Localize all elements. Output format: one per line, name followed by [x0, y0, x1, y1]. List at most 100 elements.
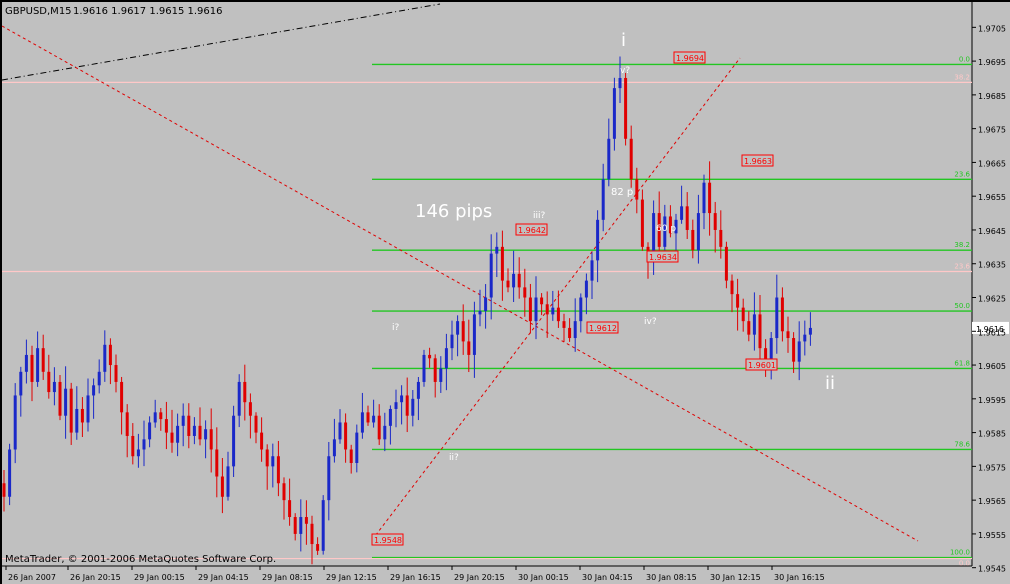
candle-body: [136, 449, 140, 457]
candle-body: [405, 395, 409, 416]
candle-body: [652, 213, 656, 261]
candle-body: [528, 297, 532, 322]
candle-body: [97, 371, 101, 386]
current-price-marker: [972, 321, 1009, 334]
candle-body: [394, 402, 398, 409]
fib-level-label: 50.0: [954, 302, 970, 310]
candle-body: [797, 341, 801, 362]
candle-body: [764, 348, 768, 362]
copyright-text: MetaTrader, © 2001-2006 MetaQuotes Softw…: [5, 554, 276, 565]
y-tick-label: 1.9655: [978, 193, 1006, 202]
current-price-label: 1.9616: [976, 325, 1004, 334]
candle-body: [612, 88, 616, 139]
candle-body: [8, 449, 12, 497]
candle-body: [209, 429, 213, 450]
y-tick-label: 1.9645: [978, 227, 1006, 236]
y-tick-label: 1.9615: [978, 328, 1006, 337]
candle-body: [730, 280, 734, 295]
fib-level-label: 38.2: [954, 241, 970, 249]
candle-body: [332, 439, 336, 457]
candle-body: [719, 229, 723, 247]
black-dashdot-trendline: [1, 3, 441, 81]
candle-body: [696, 213, 700, 251]
x-axis-ticks: 26 Jan 2007 26 Jan 20:15 29 Jan 00:15 29 Ja…: [5, 566, 825, 582]
candle-body: [758, 314, 762, 349]
candle-body: [495, 246, 499, 254]
candle-body: [416, 381, 420, 399]
price-label-text: 1.9642: [518, 226, 546, 235]
candle-body: [265, 449, 269, 467]
candle-body: [181, 415, 185, 426]
y-axis-ticks: 1.9705 1.9695 1.9685 1.9675 1.9665 1.9655 1.96…: [972, 24, 1006, 574]
candle-body: [86, 395, 90, 423]
candle-body: [131, 435, 135, 457]
y-tick-label: 1.9635: [978, 261, 1006, 270]
candle-body: [41, 348, 45, 372]
x-tick-label: 29 Jan 12:15: [326, 573, 377, 582]
x-tick-label: 29 Jan 08:15: [262, 573, 313, 582]
candle-body: [248, 402, 252, 416]
x-tick-label: 29 Jan 16:15: [390, 573, 441, 582]
candle-body: [377, 415, 381, 440]
candle-body: [568, 327, 572, 339]
price-label-text: 1.9612: [589, 324, 617, 333]
candle-body: [545, 304, 549, 315]
x-tick-label: 26 Jan 2007: [8, 573, 56, 582]
candle-body: [204, 429, 208, 440]
candle-body: [489, 253, 493, 298]
candle-body: [556, 307, 560, 322]
fib-level-label: 23.6: [954, 170, 970, 178]
candle-body: [316, 544, 320, 551]
candle-body: [372, 415, 376, 423]
price-label-box: [745, 358, 778, 371]
candle-body: [691, 229, 695, 251]
candle-body: [534, 297, 538, 322]
candle-body: [327, 456, 331, 501]
candle-body: [461, 321, 465, 342]
candle-body: [512, 273, 516, 288]
candle-body: [663, 216, 667, 247]
ohlc-values: 1.9616 1.9617 1.9615 1.9616: [73, 6, 223, 17]
chart-annotation: 146 pips: [415, 201, 492, 222]
candle-body: [674, 219, 678, 234]
candle-body: [450, 334, 454, 349]
candle-body: [808, 327, 812, 335]
price-label-box: [646, 250, 679, 263]
candle-body: [344, 422, 348, 450]
candle-body: [159, 412, 163, 420]
y-tick-label: 1.9595: [978, 396, 1006, 405]
y-tick-label: 1.9695: [978, 58, 1006, 67]
level-lines: 0.0 23.6 38.2 50.0 61.8 78.6 100.0 38.2 23.6 0.0: [2, 55, 972, 568]
y-tick-label: 1.9605: [978, 362, 1006, 371]
candle-body: [47, 371, 51, 393]
red-channel-line-descending: [1, 25, 919, 542]
candle-body: [439, 368, 443, 382]
candle-body: [338, 422, 342, 440]
candle-body: [747, 321, 751, 335]
x-tick-label: 30 Jan 16:15: [774, 573, 825, 582]
candle-body: [562, 321, 566, 328]
candle-body: [388, 408, 392, 426]
wave-label: ii: [825, 373, 835, 394]
candle-body: [164, 419, 168, 433]
candle-body: [803, 334, 807, 342]
candle-body: [176, 425, 180, 443]
candle-body: [607, 138, 611, 180]
candle-body: [232, 415, 236, 467]
candle-body: [383, 425, 387, 440]
candle-body: [573, 321, 577, 339]
price-label-box: [371, 533, 404, 546]
candle-body: [237, 381, 241, 416]
x-tick-label: 26 Jan 20:15: [70, 573, 121, 582]
candle-body: [713, 213, 717, 230]
price-labels: 1.9694 1.9663 1.9642 1.9634 1.9612 1.9601 1.95…: [371, 30, 1009, 546]
candle-body: [478, 311, 482, 315]
price-label-text: 1.9694: [676, 54, 704, 63]
wave-label: i?: [392, 323, 400, 333]
x-tick-label: 30 Jan 08:15: [646, 573, 697, 582]
candle-body: [769, 338, 773, 362]
candle-body: [192, 425, 196, 436]
red-channel-line-ascending: [371, 57, 741, 541]
